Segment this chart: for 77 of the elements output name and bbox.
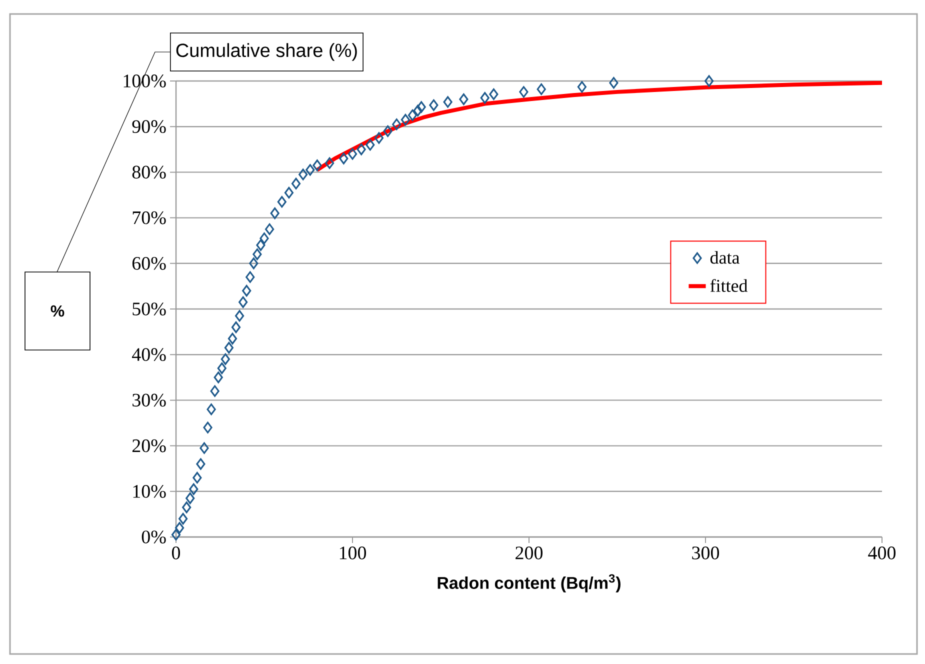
point bbox=[228, 332, 238, 344]
point bbox=[429, 99, 438, 111]
point bbox=[284, 186, 294, 199]
point bbox=[366, 139, 375, 151]
point bbox=[174, 522, 184, 534]
x-tick-label: 400 bbox=[868, 546, 896, 560]
point bbox=[217, 362, 226, 374]
point bbox=[186, 492, 195, 504]
point bbox=[480, 92, 490, 104]
point bbox=[459, 93, 468, 106]
point bbox=[536, 83, 546, 96]
point bbox=[291, 178, 301, 190]
point bbox=[325, 157, 334, 169]
point bbox=[249, 258, 258, 270]
point bbox=[383, 125, 392, 137]
point bbox=[400, 114, 410, 126]
point bbox=[210, 385, 220, 397]
point bbox=[224, 342, 234, 354]
point bbox=[416, 101, 426, 113]
point bbox=[392, 118, 402, 130]
point bbox=[178, 512, 188, 525]
point bbox=[489, 88, 498, 100]
point bbox=[413, 104, 422, 116]
point bbox=[238, 296, 248, 308]
point bbox=[408, 109, 418, 121]
x-tick-label: 0 bbox=[172, 546, 180, 560]
legend-label: data bbox=[710, 251, 740, 264]
point bbox=[312, 160, 322, 172]
y-tick-label: 20% bbox=[132, 439, 166, 452]
point bbox=[234, 310, 244, 322]
line-series bbox=[315, 80, 882, 172]
point bbox=[306, 164, 315, 176]
y-tick-label: 90% bbox=[132, 120, 166, 134]
point bbox=[171, 528, 181, 541]
point bbox=[519, 86, 528, 98]
x-tick-label: 100 bbox=[340, 546, 366, 560]
point bbox=[231, 321, 241, 334]
y-tick-label: 30% bbox=[132, 394, 166, 407]
point bbox=[214, 372, 223, 384]
point bbox=[270, 207, 280, 220]
y-tick-label: 0% bbox=[142, 530, 166, 544]
point bbox=[200, 442, 209, 454]
x-axis-title: Radon content (Bq/m$^{3}$) bbox=[438, 574, 620, 592]
point bbox=[196, 458, 206, 470]
point bbox=[252, 248, 262, 260]
point bbox=[220, 353, 230, 365]
point bbox=[242, 284, 252, 297]
point bbox=[182, 502, 192, 514]
point bbox=[246, 271, 255, 283]
y-tick-label: 40% bbox=[132, 348, 166, 362]
point bbox=[260, 232, 269, 244]
point bbox=[206, 404, 216, 416]
point bbox=[348, 148, 358, 160]
y-tick-label: 10% bbox=[133, 484, 166, 498]
y-axis-title: % bbox=[50, 305, 64, 317]
point bbox=[443, 96, 452, 108]
point bbox=[374, 132, 384, 144]
point bbox=[189, 483, 198, 495]
point bbox=[704, 75, 714, 87]
point bbox=[609, 77, 618, 89]
point bbox=[356, 144, 366, 156]
x-tick-label: 200 bbox=[516, 546, 543, 560]
y-tick-label: 60% bbox=[132, 256, 166, 270]
point bbox=[265, 223, 274, 235]
point bbox=[192, 472, 202, 484]
point bbox=[256, 239, 266, 251]
point bbox=[339, 152, 348, 164]
y-tick-label: 50% bbox=[132, 302, 166, 316]
x-tick-label: 300 bbox=[692, 546, 720, 560]
legend-label: fitted bbox=[710, 279, 748, 292]
y-tick-label: 70% bbox=[132, 211, 166, 224]
point bbox=[577, 81, 587, 93]
point bbox=[277, 196, 286, 208]
text: Cumulative share (%) bbox=[176, 43, 357, 61]
point bbox=[203, 422, 212, 434]
y-tick-label: 80% bbox=[132, 166, 166, 179]
point bbox=[298, 168, 308, 180]
